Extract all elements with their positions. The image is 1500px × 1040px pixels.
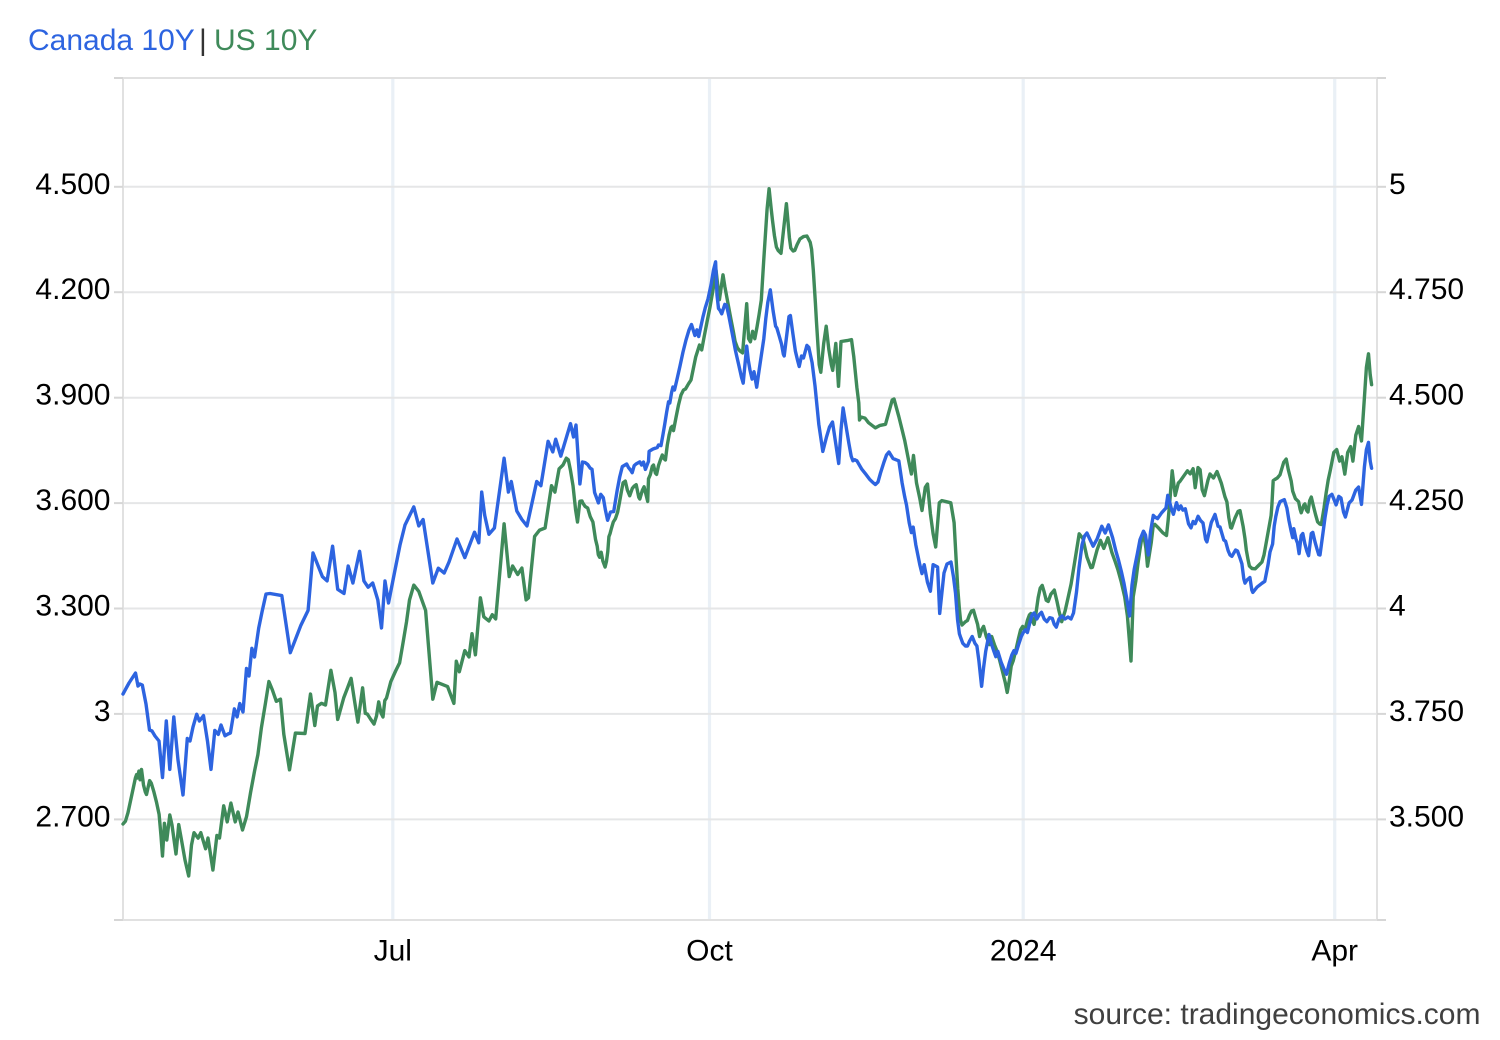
svg-text:5: 5 <box>1389 168 1406 201</box>
svg-text:4.200: 4.200 <box>35 273 110 306</box>
svg-text:2.700: 2.700 <box>35 800 110 833</box>
svg-text:4.750: 4.750 <box>1389 273 1464 306</box>
svg-text:3: 3 <box>94 695 111 728</box>
svg-text:4.500: 4.500 <box>1389 379 1464 412</box>
svg-text:3.900: 3.900 <box>35 379 110 412</box>
svg-text:2024: 2024 <box>990 935 1057 968</box>
svg-text:4: 4 <box>1389 590 1406 623</box>
svg-text:3.300: 3.300 <box>35 590 110 623</box>
svg-text:Oct: Oct <box>686 935 733 968</box>
svg-text:3.500: 3.500 <box>1389 800 1464 833</box>
svg-text:Apr: Apr <box>1311 935 1358 968</box>
svg-text:|: | <box>199 24 207 57</box>
svg-text:3.600: 3.600 <box>35 484 110 517</box>
svg-text:4.500: 4.500 <box>35 168 110 201</box>
svg-text:US 10Y: US 10Y <box>214 24 317 57</box>
svg-text:4.250: 4.250 <box>1389 484 1464 517</box>
svg-text:Jul: Jul <box>374 935 412 968</box>
svg-text:source: tradingeconomics.com: source: tradingeconomics.com <box>1074 998 1481 1031</box>
svg-text:3.750: 3.750 <box>1389 695 1464 728</box>
svg-text:Canada 10Y: Canada 10Y <box>28 24 195 57</box>
